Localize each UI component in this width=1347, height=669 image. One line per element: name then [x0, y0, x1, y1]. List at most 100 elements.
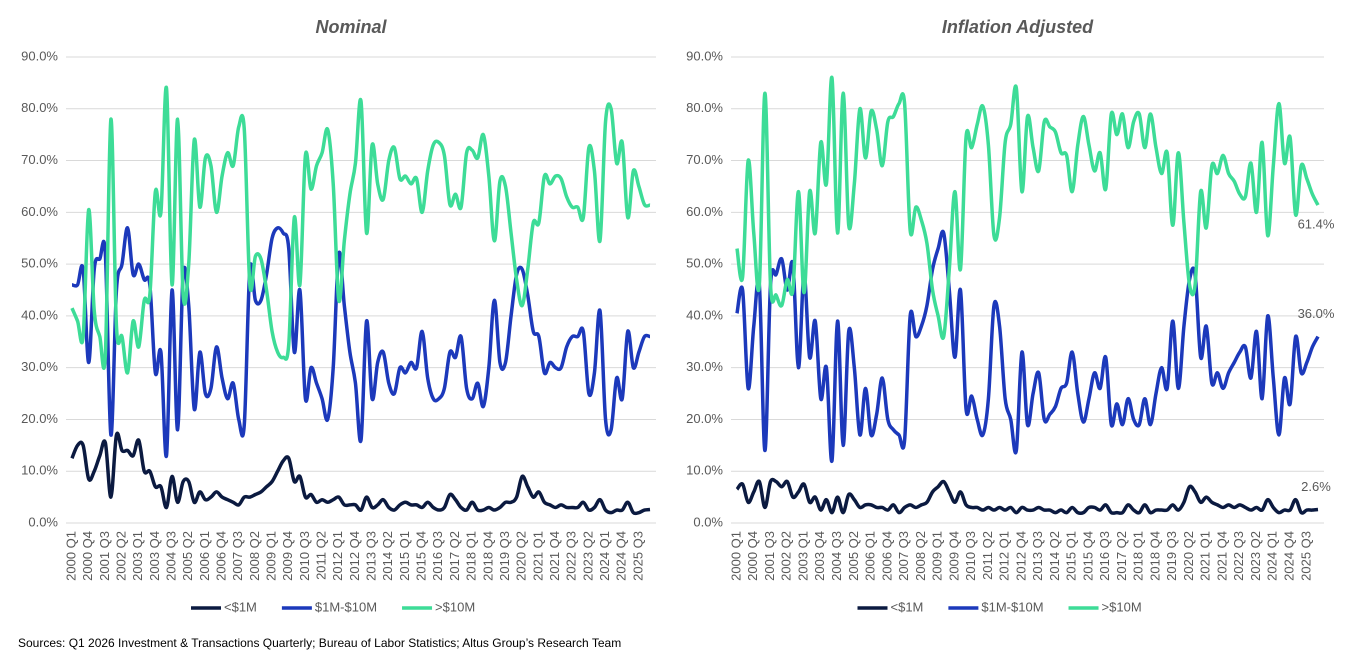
x-tick-label: 2013 Q3	[364, 531, 379, 581]
series-line	[735, 75, 1320, 341]
x-tick-label: 2008 Q2	[913, 531, 928, 581]
y-tick-label: 80.0%	[21, 100, 58, 115]
legend-label: <$1M	[891, 599, 924, 614]
y-tick-label: 70.0%	[686, 152, 723, 167]
legend-label: <$1M	[224, 599, 257, 614]
x-tick-label: 2019 Q3	[497, 531, 512, 581]
x-tick-label: 2002 Q2	[779, 531, 794, 581]
x-tick-label: 2018 Q4	[480, 531, 495, 581]
x-tick-label: 2000 Q4	[745, 531, 760, 581]
y-tick-label: 80.0%	[686, 100, 723, 115]
x-tick-label: 2015 Q1	[397, 531, 412, 581]
y-tick-label: 0.0%	[28, 514, 58, 529]
x-tick-label: 2000 Q1	[63, 531, 78, 581]
x-tick-label: 2003 Q1	[795, 531, 810, 581]
x-tick-label: 2024 Q1	[1265, 531, 1280, 581]
x-tick-label: 2006 Q4	[879, 531, 894, 581]
x-tick-label: 2025 Q3	[1298, 531, 1313, 581]
x-tick-label: 2006 Q1	[863, 531, 878, 581]
x-tick-label: 2021 Q4	[547, 531, 562, 581]
x-tick-label: 2022 Q3	[1231, 531, 1246, 581]
x-tick-label: 2003 Q4	[147, 531, 162, 581]
x-tick-label: 2003 Q4	[812, 531, 827, 581]
series-line	[70, 431, 651, 516]
y-tick-label: 30.0%	[686, 359, 723, 374]
legend-label: $1M-$10M	[315, 599, 377, 614]
chart-title: Nominal	[315, 17, 387, 37]
y-tick-label: 90.0%	[686, 48, 723, 63]
x-tick-label: 2024 Q4	[614, 531, 629, 581]
chart-title: Inflation Adjusted	[942, 17, 1094, 37]
legend: <$1M $1M-$10M >$10M	[857, 599, 1142, 614]
y-tick-label: 20.0%	[686, 411, 723, 426]
legend-label: >$10M	[1102, 599, 1142, 614]
x-tick-label: 2017 Q2	[447, 531, 462, 581]
x-tick-label: 2018 Q1	[1131, 531, 1146, 581]
x-tick-label: 2014 Q2	[1047, 531, 1062, 581]
legend-label: >$10M	[435, 599, 475, 614]
data-label: 36.0%	[1298, 306, 1335, 321]
series-line	[70, 85, 651, 375]
x-tick-label: 2009 Q1	[264, 531, 279, 581]
x-tick-label: 2023 Q2	[580, 531, 595, 581]
data-label: 61.4%	[1298, 217, 1335, 232]
x-tick-label: 2007 Q3	[230, 531, 245, 581]
y-tick-label: 10.0%	[21, 463, 58, 478]
x-tick-label: 2018 Q1	[464, 531, 479, 581]
x-tick-label: 2012 Q1	[330, 531, 345, 581]
x-tick-label: 2004 Q3	[163, 531, 178, 581]
y-tick-label: 10.0%	[686, 463, 723, 478]
x-tick-label: 2017 Q2	[1114, 531, 1129, 581]
x-tick-label: 2022 Q3	[564, 531, 579, 581]
x-tick-label: 2010 Q3	[297, 531, 312, 581]
y-tick-label: 0.0%	[693, 514, 723, 529]
x-tick-label: 2008 Q2	[247, 531, 262, 581]
x-tick-label: 2005 Q2	[846, 531, 861, 581]
x-tick-label: 2009 Q4	[946, 531, 961, 581]
legend-label: $1M-$10M	[981, 599, 1043, 614]
x-tick-label: 2011 Q2	[314, 531, 329, 580]
x-tick-label: 2016 Q3	[430, 531, 445, 581]
x-tick-label: 2018 Q4	[1147, 531, 1162, 581]
x-tick-label: 2021 Q4	[1214, 531, 1229, 581]
series-line	[735, 229, 1320, 463]
x-tick-label: 2010 Q3	[963, 531, 978, 581]
y-tick-label: 40.0%	[21, 307, 58, 322]
x-tick-label: 2023 Q2	[1248, 531, 1263, 581]
x-tick-label: 2015 Q1	[1064, 531, 1079, 581]
y-tick-label: 50.0%	[21, 256, 58, 271]
x-tick-label: 2012 Q4	[347, 531, 362, 581]
x-tick-label: 2003 Q1	[130, 531, 145, 581]
x-tick-label: 2024 Q1	[597, 531, 612, 581]
x-tick-label: 2006 Q1	[197, 531, 212, 581]
x-tick-label: 2006 Q4	[213, 531, 228, 581]
x-tick-label: 2015 Q4	[1080, 531, 1095, 581]
x-tick-label: 2001 Q3	[762, 531, 777, 581]
x-tick-label: 2021 Q1	[1198, 531, 1213, 581]
x-tick-label: 2001 Q3	[97, 531, 112, 581]
x-tick-label: 2007 Q3	[896, 531, 911, 581]
x-tick-label: 2005 Q2	[180, 531, 195, 581]
x-tick-label: 2000 Q1	[728, 531, 743, 581]
y-tick-label: 70.0%	[21, 152, 58, 167]
legend: <$1M $1M-$10M >$10M	[191, 599, 475, 614]
y-tick-label: 20.0%	[21, 411, 58, 426]
x-tick-label: 2009 Q1	[930, 531, 945, 581]
x-tick-label: 2014 Q2	[380, 531, 395, 581]
x-tick-label: 2009 Q4	[280, 531, 295, 581]
x-tick-label: 2021 Q1	[530, 531, 545, 581]
source-note: Sources: Q1 2026 Investment & Transactio…	[18, 636, 621, 650]
x-tick-label: 2011 Q2	[980, 531, 995, 580]
y-tick-label: 60.0%	[686, 204, 723, 219]
x-tick-label: 2000 Q4	[80, 531, 95, 581]
y-tick-label: 50.0%	[686, 256, 723, 271]
series-line	[71, 225, 651, 458]
x-tick-label: 2012 Q1	[997, 531, 1012, 581]
x-tick-label: 2004 Q3	[829, 531, 844, 581]
y-tick-label: 90.0%	[21, 48, 58, 63]
x-tick-label: 2012 Q4	[1013, 531, 1028, 581]
x-tick-label: 2013 Q3	[1030, 531, 1045, 581]
data-label: 2.6%	[1301, 479, 1331, 494]
x-tick-label: 2025 Q3	[630, 531, 645, 581]
